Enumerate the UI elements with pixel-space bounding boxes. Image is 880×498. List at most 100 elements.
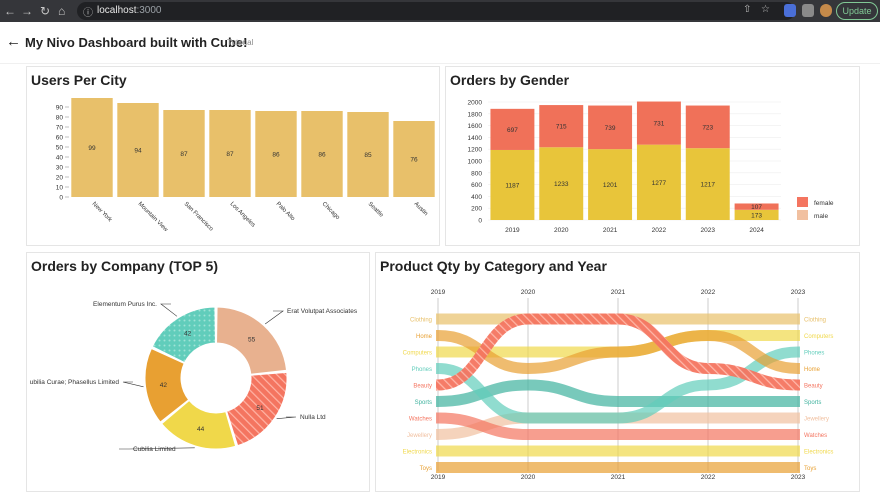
forward-nav-icon[interactable]: →	[21, 4, 33, 18]
extension-shield-icon[interactable]	[784, 4, 796, 17]
home-icon[interactable]: ⌂	[58, 4, 66, 18]
bar-female	[636, 101, 681, 145]
series-label-left: Toys	[420, 466, 432, 472]
series-label-right: Phones	[804, 351, 824, 357]
card-title: Orders by Company (TOP 5)	[31, 258, 218, 274]
bump-series-line	[436, 412, 800, 441]
series-label-right: Home	[804, 367, 821, 373]
bar-value-label: 85	[364, 152, 372, 159]
donut-slice	[216, 306, 288, 375]
slice-value-label: 42	[184, 331, 192, 338]
year-label-bottom: 2023	[791, 474, 806, 481]
series-label-left: Home	[416, 334, 433, 340]
slice-value-label: 51	[256, 405, 264, 412]
site-info-icon[interactable]: ⓘ	[83, 8, 93, 19]
slice-link-line	[264, 310, 284, 325]
users-per-city-chart: 0 10 20 30 40 50 60 70 80 90 99 New York 94 Mountain …	[56, 98, 435, 234]
year-label-top: 2020	[521, 289, 536, 296]
bar-value-label: 723	[702, 124, 713, 131]
extensions-puzzle-icon[interactable]	[802, 4, 814, 17]
reload-icon[interactable]: ↻	[40, 4, 51, 18]
bar-value-label: 87	[226, 151, 234, 158]
series-label-right: Jewellery	[804, 417, 829, 423]
back-nav-icon[interactable]: ←	[4, 4, 16, 18]
slice-name-label: Erat Volutpat Associates	[287, 308, 358, 315]
x-tick-label: New York	[91, 201, 114, 224]
x-tick-label: 2024	[749, 227, 764, 234]
year-label-bottom: 2020	[521, 474, 536, 481]
bar	[163, 110, 205, 197]
bar-value-label: 173	[751, 212, 762, 219]
slice-name-label: ubilia Curae; Phasellus Limited	[30, 379, 120, 386]
series-label-right: Toys	[804, 466, 816, 472]
card-title: Users Per City	[31, 72, 127, 88]
donut-slice	[160, 399, 237, 450]
y-tick-label: 40	[56, 155, 64, 162]
year-label-top: 2019	[431, 289, 446, 296]
slice-name-label: Cubilia Limited	[133, 446, 176, 453]
users-per-city-card: Users Per City 0 10 20 30 40 50 60 70 80 90 99 New …	[26, 66, 440, 246]
donut-slice	[226, 371, 288, 447]
year-label-bottom: 2019	[431, 474, 446, 481]
bar-value-label: 99	[88, 145, 96, 152]
slice-link-line	[160, 303, 178, 317]
slice-name-label: Elementum Purus Inc.	[93, 301, 157, 308]
x-tick-label: San Francisco	[183, 201, 215, 233]
y-tick-label: 400	[471, 194, 482, 201]
bar-female	[539, 105, 584, 148]
bar-value-label: 76	[410, 157, 418, 164]
series-label-right: Electronics	[804, 450, 833, 456]
bar-value-label: 1233	[554, 181, 569, 188]
x-tick-label: Seattle	[367, 201, 385, 219]
series-label-left: Phones	[412, 367, 432, 373]
slice-value-label: 44	[197, 426, 205, 433]
back-arrow-icon[interactable]: ←	[6, 33, 21, 50]
bump-series-line	[436, 313, 800, 391]
y-tick-label: 1600	[468, 123, 483, 130]
browser-toolbar: ← → ↻ ⌂ ⓘ localhost:3000 ⇧ ☆ Update	[0, 0, 880, 22]
update-button[interactable]: Update	[836, 2, 878, 20]
year-label-bottom: 2021	[611, 474, 626, 481]
slice-name-label: Nulla Ltd	[300, 414, 326, 421]
year-label-bottom: 2022	[701, 474, 716, 481]
bar-value-label: 86	[318, 152, 326, 159]
bar-value-label: 697	[507, 127, 518, 134]
x-tick-label: 2021	[603, 227, 618, 234]
series-label-right: Beauty	[804, 384, 823, 390]
slice-link-line	[276, 416, 297, 419]
y-tick-label: 800	[471, 170, 482, 177]
series-label-left: Beauty	[413, 384, 432, 390]
bar	[255, 111, 297, 197]
bar-male	[588, 149, 633, 220]
legend-swatch-male	[797, 210, 808, 220]
series-label-left: Electronics	[403, 450, 432, 456]
series-label-left: Sports	[415, 400, 432, 406]
bar-value-label: 107	[751, 204, 762, 211]
y-tick-label: 1000	[468, 159, 483, 166]
bar	[209, 110, 251, 197]
bar-value-label: 1277	[652, 180, 667, 187]
y-tick-label: 80	[56, 115, 64, 122]
slice-value-label: 42	[160, 382, 168, 389]
page-title: My Nivo Dashboard built with Cube!	[25, 35, 248, 50]
y-tick-label: 1400	[468, 135, 483, 142]
bar	[393, 121, 435, 197]
donut-slice	[144, 347, 190, 423]
bar-male	[636, 144, 681, 220]
series-label-right: Sports	[804, 400, 821, 406]
bar-female	[734, 203, 779, 210]
y-tick-label: 30	[56, 165, 64, 172]
x-tick-label: Chicago	[321, 201, 341, 221]
address-bar[interactable]: ⓘ localhost:3000 ⇧ ☆	[77, 2, 795, 20]
bump-series-line	[436, 379, 800, 407]
profile-avatar-icon[interactable]	[820, 4, 832, 17]
share-icon[interactable]: ⇧	[743, 4, 752, 15]
page-header: ← My Nivo Dashboard built with Cube! Tut…	[0, 22, 880, 64]
legend-swatch-female	[797, 197, 808, 207]
bookmark-star-icon[interactable]: ☆	[761, 4, 770, 15]
series-label-left: Computers	[403, 351, 432, 357]
bar-male	[685, 148, 730, 220]
x-tick-label: Austin	[413, 201, 429, 217]
orders-by-company-card: Orders by Company (TOP 5) 55 Erat Volutpa…	[26, 252, 370, 492]
bar	[347, 112, 389, 197]
